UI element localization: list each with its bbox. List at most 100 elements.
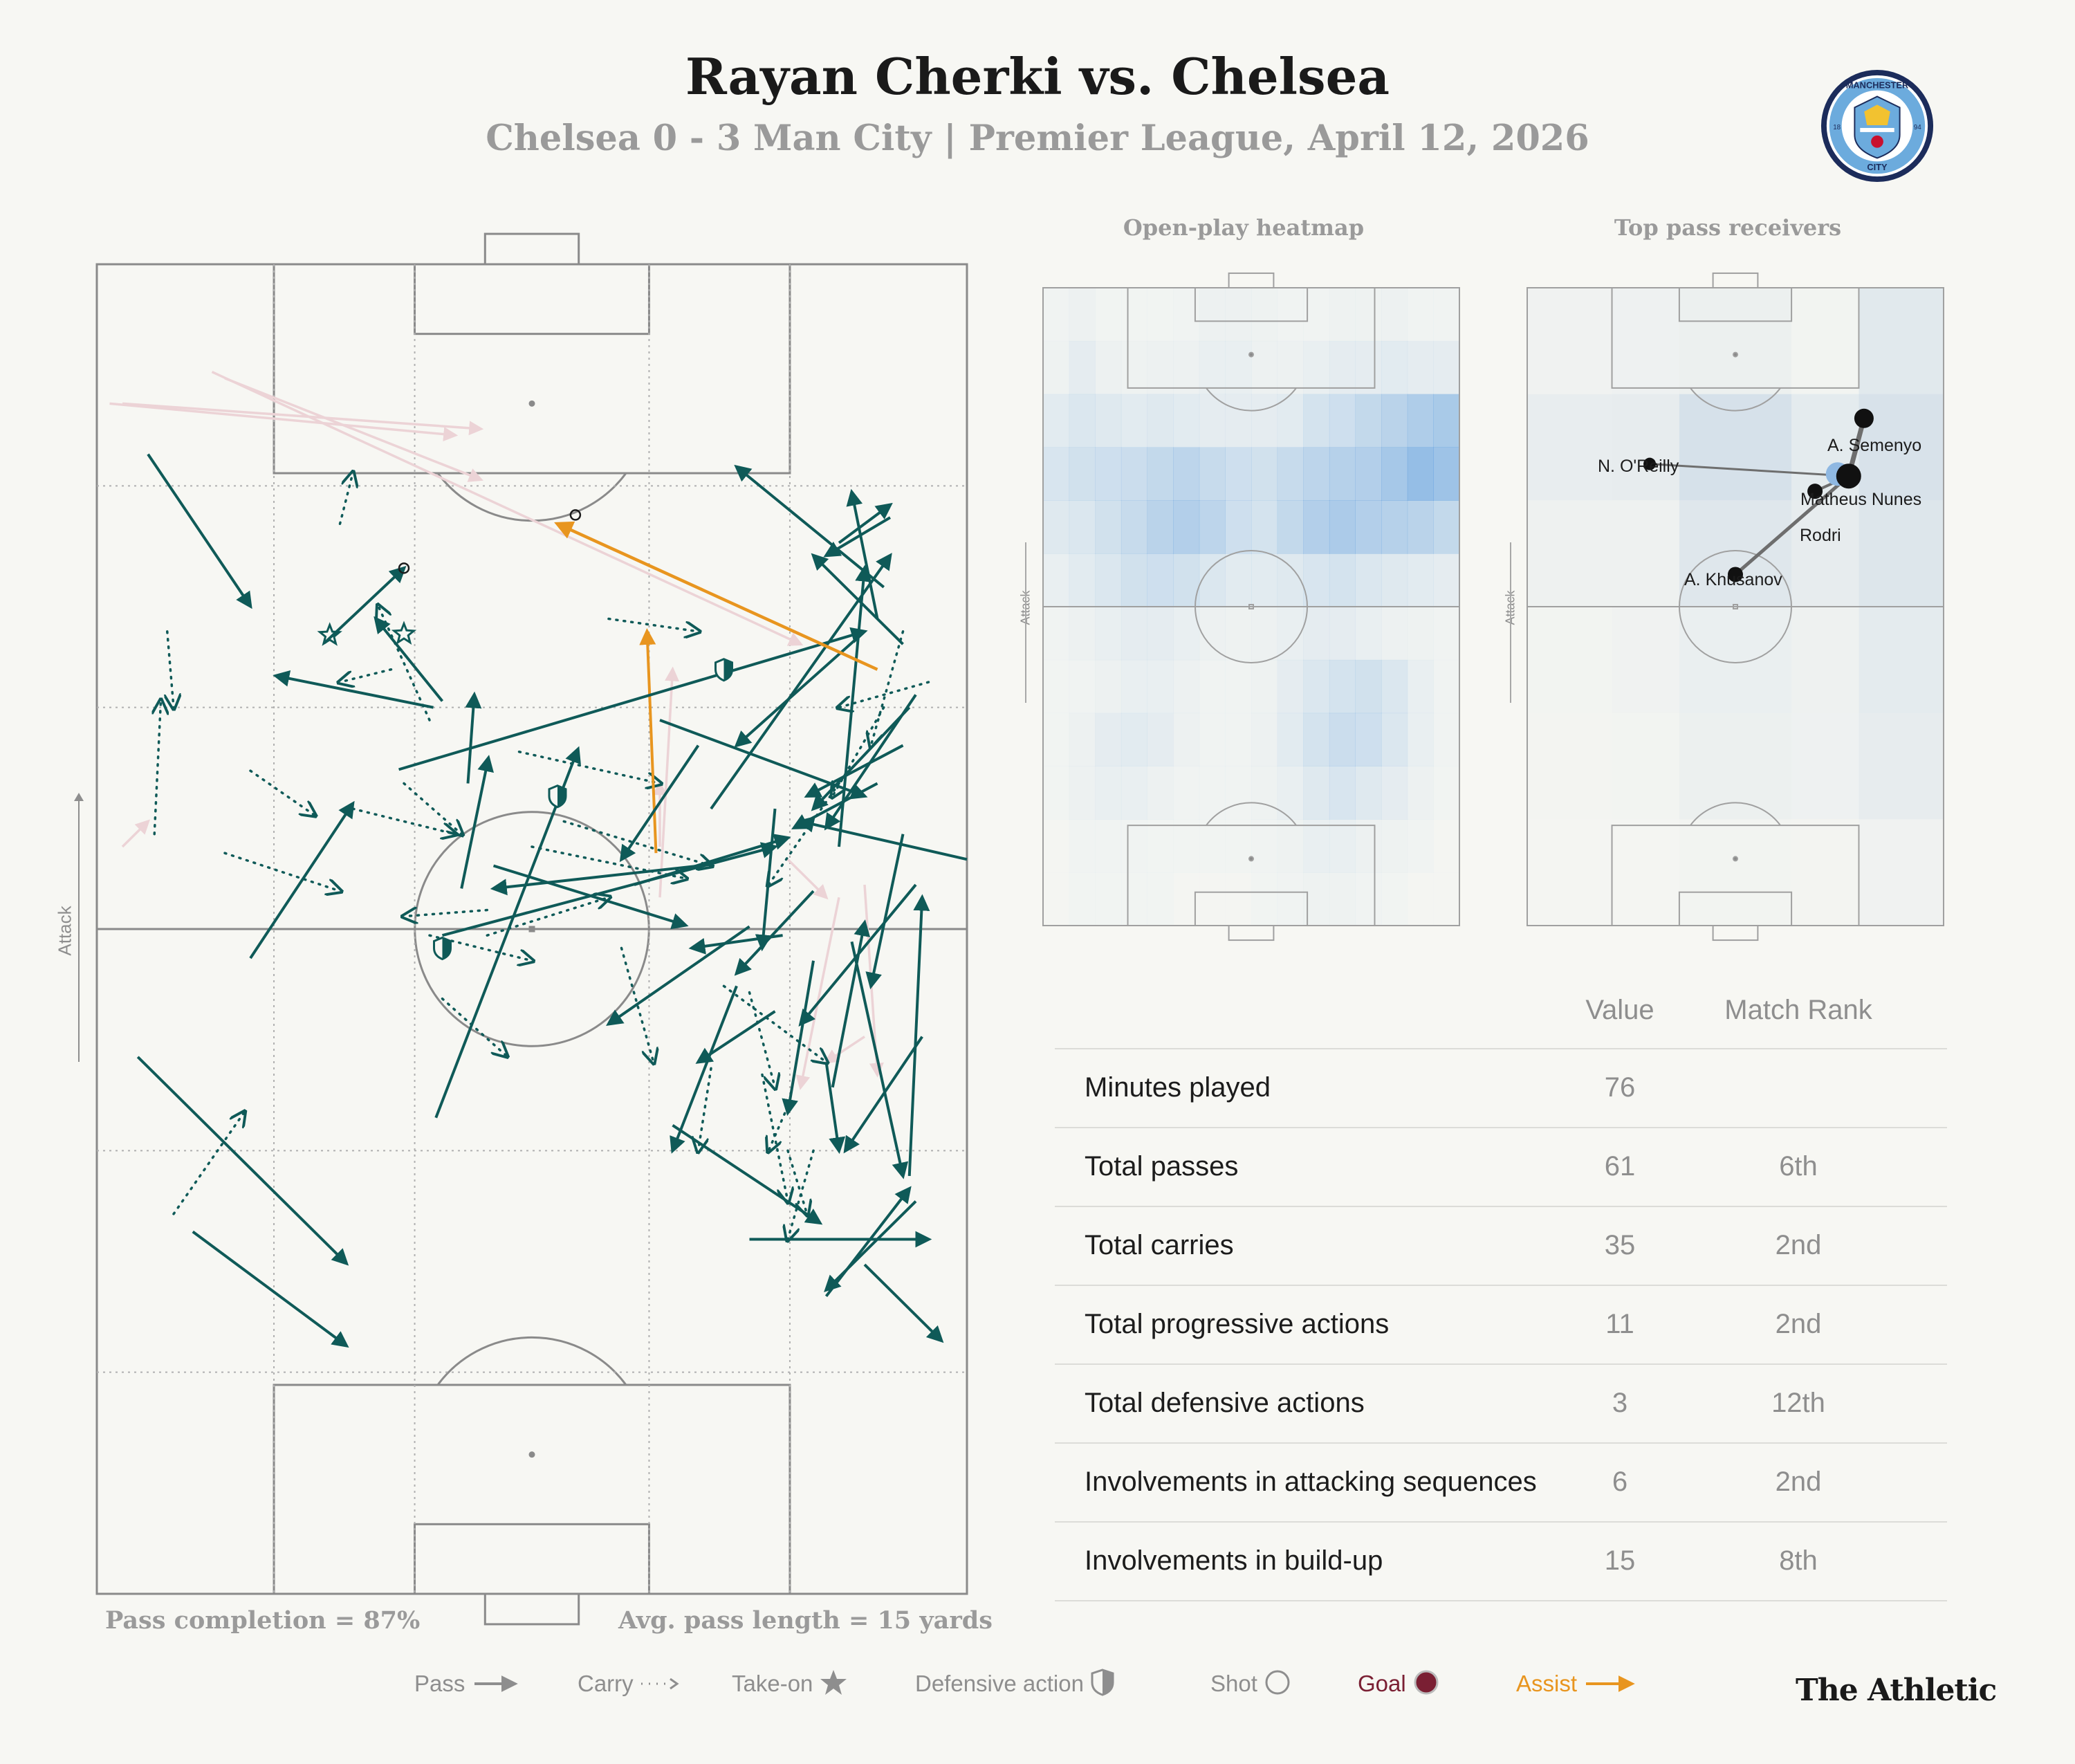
receiver-zone-cell <box>1859 713 1944 820</box>
heatmap-cell <box>1199 766 1226 820</box>
pass-arrow <box>811 553 904 645</box>
heatmap-cell <box>1069 819 1096 873</box>
heatmap-cell <box>1095 819 1122 873</box>
receiver-zone-cell <box>1527 713 1612 820</box>
pass-arrow <box>688 934 783 955</box>
penalty-spot-top <box>1733 351 1738 358</box>
pass-arrow <box>755 808 777 952</box>
receiver-link-line <box>1814 475 1850 493</box>
attack-arrow-head-main <box>74 793 84 801</box>
penalty-spot-bottom <box>1733 856 1738 862</box>
stats-header-rank: Match Rank <box>1724 995 1872 1025</box>
heatmap-cell <box>1381 713 1408 766</box>
heatmap-cell <box>1043 607 1070 661</box>
heatmap-cell <box>1407 819 1434 873</box>
heatmap-cell <box>1355 713 1382 766</box>
receiver-zone-cell <box>1791 713 1859 820</box>
pitch-outline <box>1042 287 1460 926</box>
heatmap-cell <box>1251 447 1278 501</box>
heatmap-cell <box>1381 500 1408 554</box>
heatmap-cell <box>1043 819 1069 872</box>
heatmap-cell <box>1120 607 1147 661</box>
heatmap-cell <box>1355 553 1382 607</box>
heatmap-cell <box>1277 713 1304 766</box>
carry-arrow <box>172 1112 244 1215</box>
pass-arrow <box>434 746 581 1119</box>
heatmap-cell <box>1251 288 1278 342</box>
heatmap-cell <box>1303 447 1330 501</box>
six-yard-box-top <box>414 263 650 336</box>
stat-rank: 2nd <box>1775 1467 1822 1497</box>
pass-arrow <box>606 925 750 1027</box>
takeon-star-icon <box>391 621 417 645</box>
carry-arrow <box>871 630 905 746</box>
carry-arrow <box>699 1067 712 1150</box>
legend-goal: Goal <box>1358 1670 1440 1699</box>
penalty-spot-top <box>528 400 535 407</box>
heatmap-cell <box>1251 872 1278 926</box>
penalty-spot-bottom <box>1248 856 1254 862</box>
heatmap-cell <box>1043 660 1069 713</box>
heatmap-cell <box>1251 607 1278 661</box>
heatmap-cell <box>1407 607 1434 661</box>
heatmap-cell <box>1199 394 1226 448</box>
heatmap-cell <box>1095 447 1122 501</box>
receiver-zone-cell <box>1612 394 1679 501</box>
heatmap-cell <box>1277 553 1304 607</box>
heatmap-cell <box>1225 500 1252 554</box>
carry-arrow <box>839 681 930 708</box>
pass-arrow <box>824 694 917 831</box>
penalty-arc-top <box>1690 387 1781 412</box>
player-position-marker <box>1825 462 1850 486</box>
match-subtitle: Chelsea 0 - 3 Man City | Premier League,… <box>486 118 1589 159</box>
heatmap-cell <box>1199 553 1226 607</box>
heatmap-cell <box>1303 819 1330 873</box>
pass-arrow <box>695 1010 776 1064</box>
goal-bottom <box>1712 925 1759 941</box>
stat-rank: 12th <box>1771 1388 1825 1418</box>
heatmap-cell <box>1120 340 1147 395</box>
receiver-zone-cell <box>1679 500 1792 607</box>
legend-carry: Carry <box>578 1671 681 1697</box>
stat-label: Total defensive actions <box>1085 1388 1365 1418</box>
chart-title: Rayan Cherki vs. Chelsea <box>685 47 1390 106</box>
heatmap-cell <box>1069 872 1096 926</box>
pass-arrow <box>831 919 871 1088</box>
heatmap-cell <box>1433 607 1460 661</box>
stat-value: 11 <box>1605 1309 1634 1339</box>
faded-pass-arrow <box>121 819 150 848</box>
centre-spot <box>1248 604 1254 609</box>
stat-label: Involvements in attacking sequences <box>1085 1467 1537 1497</box>
faded-pass-arrow <box>109 402 459 442</box>
heatmap-cell <box>1225 659 1252 714</box>
heatmap-cell <box>1303 394 1330 448</box>
assist-arrow <box>554 521 878 671</box>
receiver-zone-cell <box>1679 288 1792 394</box>
heatmap-cell <box>1355 340 1382 395</box>
carry-arrow <box>403 782 461 834</box>
goal-bottom <box>1228 925 1275 941</box>
heatmap-cell <box>1407 447 1434 501</box>
pass-arrow <box>846 488 879 619</box>
receiver-zone-cell <box>1859 819 1944 926</box>
stats-divider <box>1055 1363 1947 1365</box>
heatmap-cell <box>1121 288 1147 341</box>
heatmap-cell <box>1095 659 1122 714</box>
penalty-arc-bottom <box>1690 802 1781 826</box>
pass-arrow <box>710 553 892 810</box>
centre-circle <box>1678 549 1793 664</box>
carry-arrow <box>607 617 699 632</box>
avg-pass-length: Avg. pass length = 15 yards <box>618 1606 993 1635</box>
heatmap-cell <box>1381 766 1408 820</box>
faded-pass-arrow <box>823 1036 865 1064</box>
heatmap-cell <box>1147 713 1174 766</box>
pass-arrow <box>460 755 494 889</box>
receiver-zone-cell <box>1859 288 1944 394</box>
heatmap-cell <box>1120 766 1147 820</box>
pass-arrow <box>804 744 904 798</box>
stat-value: 76 <box>1604 1072 1636 1103</box>
heatmap-cell <box>1069 447 1096 501</box>
stats-divider <box>1055 1442 1947 1444</box>
heatmap-cell <box>1303 872 1330 926</box>
